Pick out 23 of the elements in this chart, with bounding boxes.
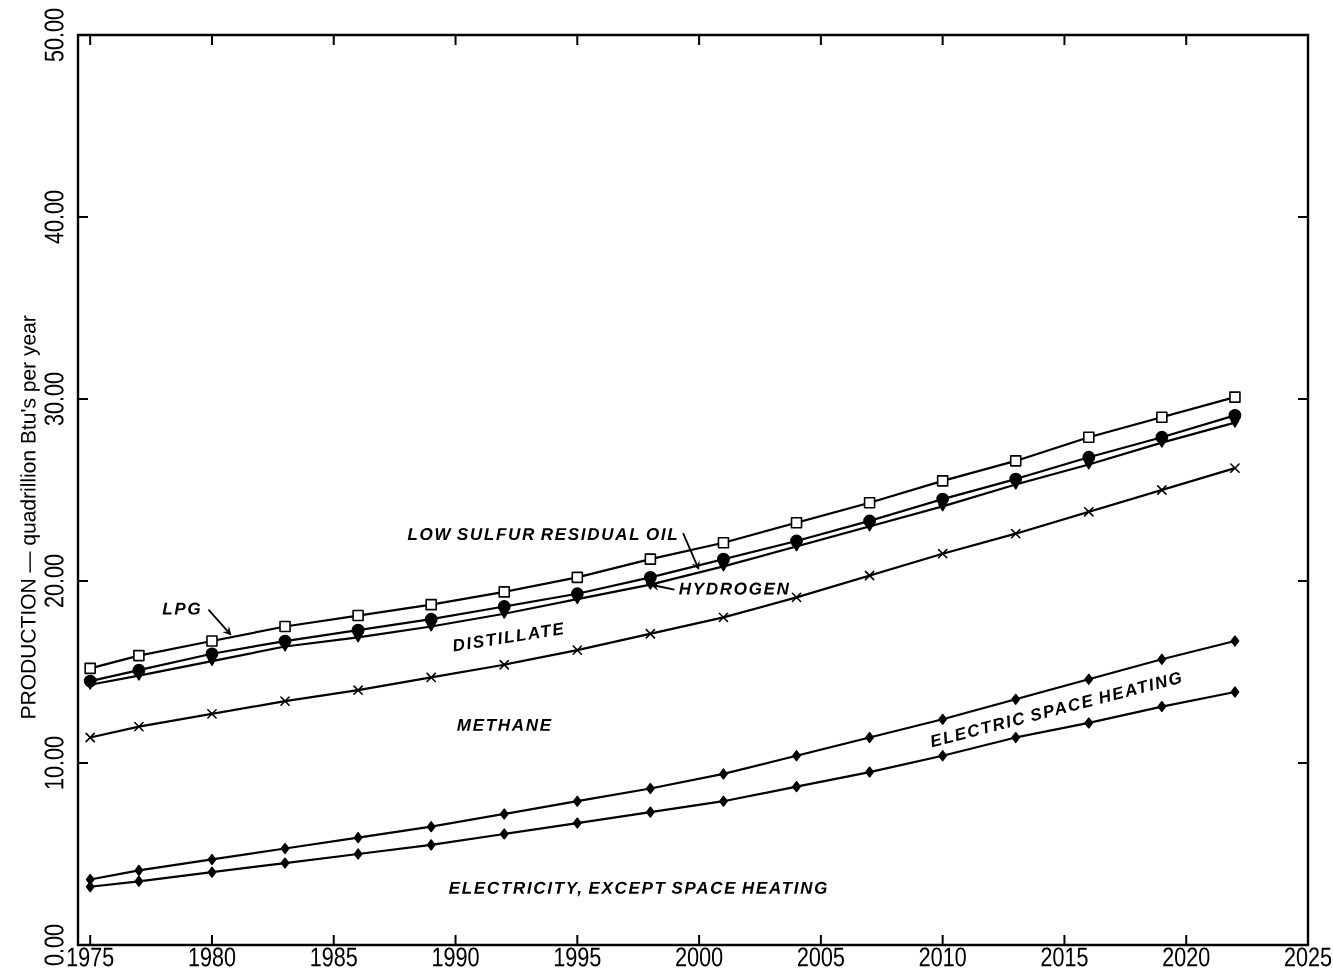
annotation: LOW SULFUR RESIDUAL OIL xyxy=(407,528,677,541)
x-tick-label: 2025 xyxy=(1285,947,1332,967)
y-axis-title: PRODUCTION — quadrillion Btu's per year xyxy=(20,315,40,718)
y-tick-label: 10.00 xyxy=(44,736,64,789)
y-tick-label: 50.00 xyxy=(44,8,64,62)
annotation: HYDROGEN xyxy=(679,582,790,595)
y-tick-label: 20.00 xyxy=(44,554,64,607)
x-tick-label: 1980 xyxy=(189,947,236,967)
y-tick-label: 0.00 xyxy=(44,924,64,966)
x-tick-label: 2000 xyxy=(676,947,723,967)
y-tick-label: 30.00 xyxy=(44,372,64,426)
y-tick-label: 40.00 xyxy=(44,190,64,244)
x-tick-label: 1990 xyxy=(433,947,479,967)
x-tick-label: 2015 xyxy=(1041,947,1088,967)
annotation: ELECTRICITY, EXCEPT SPACE HEATING xyxy=(449,881,827,897)
x-tick-label: 2020 xyxy=(1163,947,1210,967)
x-tick-label: 1975 xyxy=(67,947,114,967)
x-tick-label: 2005 xyxy=(797,947,844,967)
x-tick-label: 1985 xyxy=(311,947,357,967)
annotation: LPG xyxy=(162,602,201,615)
x-tick-label: 1995 xyxy=(554,947,601,967)
x-tick-label: 2010 xyxy=(919,947,966,967)
annotation: METHANE xyxy=(457,719,552,731)
